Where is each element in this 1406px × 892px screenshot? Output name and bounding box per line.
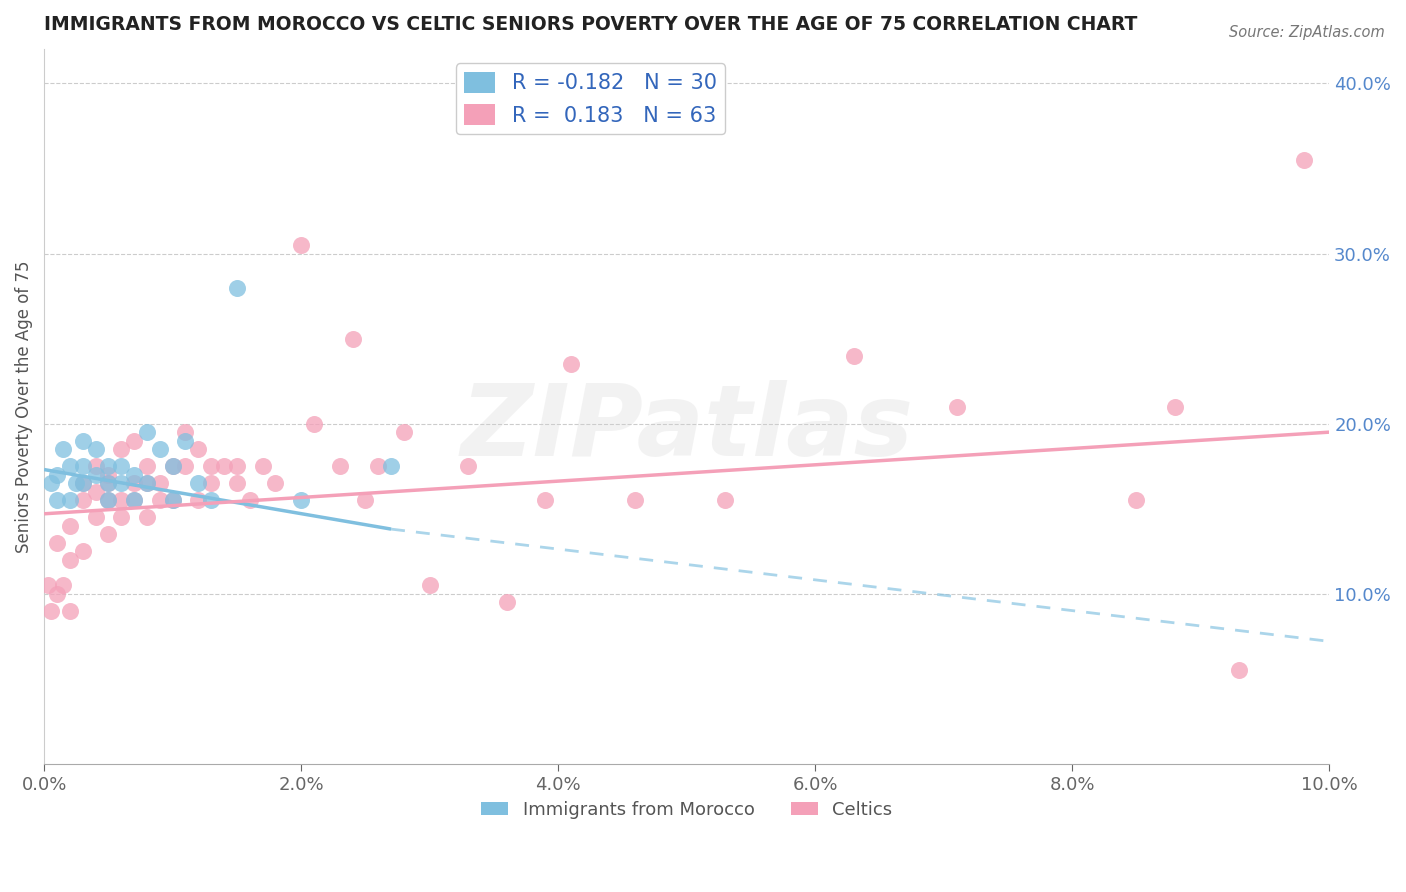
Point: [97, 467, 120, 482]
Point: [149, 442, 172, 457]
Point: [225, 280, 247, 294]
Point: [187, 442, 209, 457]
Point: [52, 442, 75, 457]
Text: Source: ZipAtlas.com: Source: ZipAtlas.com: [1229, 25, 1385, 40]
Point: [84, 510, 107, 524]
Point: [225, 459, 247, 474]
Point: [122, 476, 145, 491]
Point: [187, 493, 209, 508]
Point: [97, 476, 120, 491]
Point: [174, 434, 197, 448]
Point: [72, 476, 94, 491]
Point: [59, 604, 82, 618]
Point: [46, 535, 69, 549]
Point: [72, 493, 94, 508]
Point: [110, 493, 132, 508]
Point: [72, 434, 94, 448]
Point: [59, 552, 82, 566]
Point: [110, 476, 132, 491]
Point: [419, 578, 441, 592]
Point: [290, 493, 312, 508]
Point: [1292, 153, 1315, 167]
Point: [225, 476, 247, 491]
Point: [84, 484, 107, 499]
Point: [97, 459, 120, 474]
Point: [72, 459, 94, 474]
Point: [560, 357, 582, 371]
Point: [59, 493, 82, 508]
Point: [200, 493, 222, 508]
Point: [842, 349, 865, 363]
Point: [135, 510, 157, 524]
Point: [239, 493, 262, 508]
Point: [135, 459, 157, 474]
Point: [135, 425, 157, 439]
Point: [84, 467, 107, 482]
Point: [110, 510, 132, 524]
Point: [714, 493, 737, 508]
Point: [46, 493, 69, 508]
Point: [97, 476, 120, 491]
Point: [342, 332, 364, 346]
Point: [252, 459, 274, 474]
Point: [39, 476, 62, 491]
Point: [945, 400, 967, 414]
Point: [59, 518, 82, 533]
Point: [264, 476, 287, 491]
Point: [162, 493, 184, 508]
Point: [59, 459, 82, 474]
Point: [135, 476, 157, 491]
Point: [135, 476, 157, 491]
Text: IMMIGRANTS FROM MOROCCO VS CELTIC SENIORS POVERTY OVER THE AGE OF 75 CORRELATION: IMMIGRANTS FROM MOROCCO VS CELTIC SENIOR…: [44, 15, 1137, 34]
Point: [149, 493, 172, 508]
Point: [200, 476, 222, 491]
Point: [97, 527, 120, 541]
Point: [149, 476, 172, 491]
Point: [329, 459, 352, 474]
Point: [84, 459, 107, 474]
Point: [37, 578, 59, 592]
Point: [380, 459, 402, 474]
Point: [122, 467, 145, 482]
Point: [97, 493, 120, 508]
Point: [122, 493, 145, 508]
Point: [72, 476, 94, 491]
Point: [200, 459, 222, 474]
Point: [46, 467, 69, 482]
Point: [110, 459, 132, 474]
Text: ZIPatlas: ZIPatlas: [460, 380, 914, 476]
Point: [624, 493, 647, 508]
Point: [187, 476, 209, 491]
Point: [354, 493, 377, 508]
Point: [1125, 493, 1147, 508]
Point: [174, 459, 197, 474]
Point: [495, 595, 517, 609]
Legend: Immigrants from Morocco, Celtics: Immigrants from Morocco, Celtics: [474, 794, 900, 826]
Point: [122, 493, 145, 508]
Point: [52, 578, 75, 592]
Point: [122, 434, 145, 448]
Point: [367, 459, 389, 474]
Point: [39, 604, 62, 618]
Point: [110, 442, 132, 457]
Y-axis label: Seniors Poverty Over the Age of 75: Seniors Poverty Over the Age of 75: [15, 260, 32, 553]
Point: [46, 587, 69, 601]
Point: [534, 493, 557, 508]
Point: [174, 425, 197, 439]
Point: [392, 425, 415, 439]
Point: [97, 493, 120, 508]
Point: [457, 459, 479, 474]
Point: [84, 442, 107, 457]
Point: [162, 493, 184, 508]
Point: [162, 459, 184, 474]
Point: [162, 459, 184, 474]
Point: [290, 238, 312, 252]
Point: [72, 544, 94, 558]
Point: [65, 476, 87, 491]
Point: [302, 417, 325, 431]
Point: [1227, 663, 1250, 677]
Point: [212, 459, 235, 474]
Point: [1164, 400, 1187, 414]
